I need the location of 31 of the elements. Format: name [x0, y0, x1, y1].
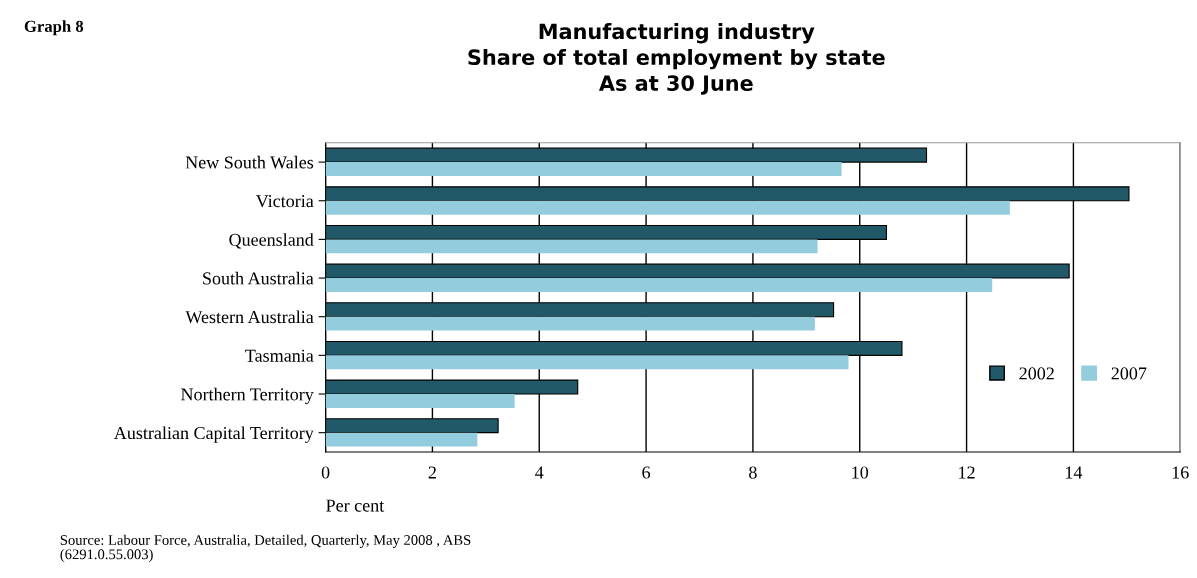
bar	[325, 355, 849, 370]
x-tick-label: 16	[1172, 466, 1189, 479]
source-note: Source: Labour Force, Australia, Detailed, Quarterly, May 2008 , ABS (6291.0.55.003)	[60, 534, 471, 563]
legend-label: 2007	[1111, 367, 1147, 380]
x-tick-label: 8	[749, 466, 757, 479]
x-tick-label: 6	[642, 466, 651, 479]
bar	[325, 239, 818, 254]
chart-title: Manufacturing industry Share of total employment by state As at 30 June	[468, 23, 885, 95]
bar	[325, 316, 815, 331]
y-tick-label: South Australia	[203, 271, 314, 285]
x-tick-label: 10	[852, 466, 869, 479]
legend-label: 2002	[1019, 367, 1054, 380]
x-axis-title: Per cent	[326, 499, 385, 512]
y-tick-label: Northern Territory	[181, 387, 314, 405]
y-tick-label: Queensland	[229, 233, 314, 249]
y-tick-label: Tasmania	[245, 349, 314, 362]
bar	[325, 394, 515, 408]
y-tick-label: New South Wales	[185, 155, 314, 169]
bar	[325, 162, 842, 177]
bar	[325, 432, 478, 447]
bar	[325, 200, 1010, 215]
x-tick-label: 0	[321, 466, 330, 479]
x-tick-label: 14	[1065, 466, 1083, 479]
y-tick-label: Australian Capital Territory	[113, 426, 314, 443]
bar	[325, 278, 993, 292]
x-tick-label: 4	[535, 466, 544, 479]
caption: Graph 8	[24, 20, 84, 36]
y-tick-label: Western Australia	[185, 310, 314, 324]
x-tick-label: 2	[428, 466, 436, 479]
y-tick-label: Victoria	[255, 195, 314, 208]
x-tick-label: 12	[959, 466, 975, 479]
